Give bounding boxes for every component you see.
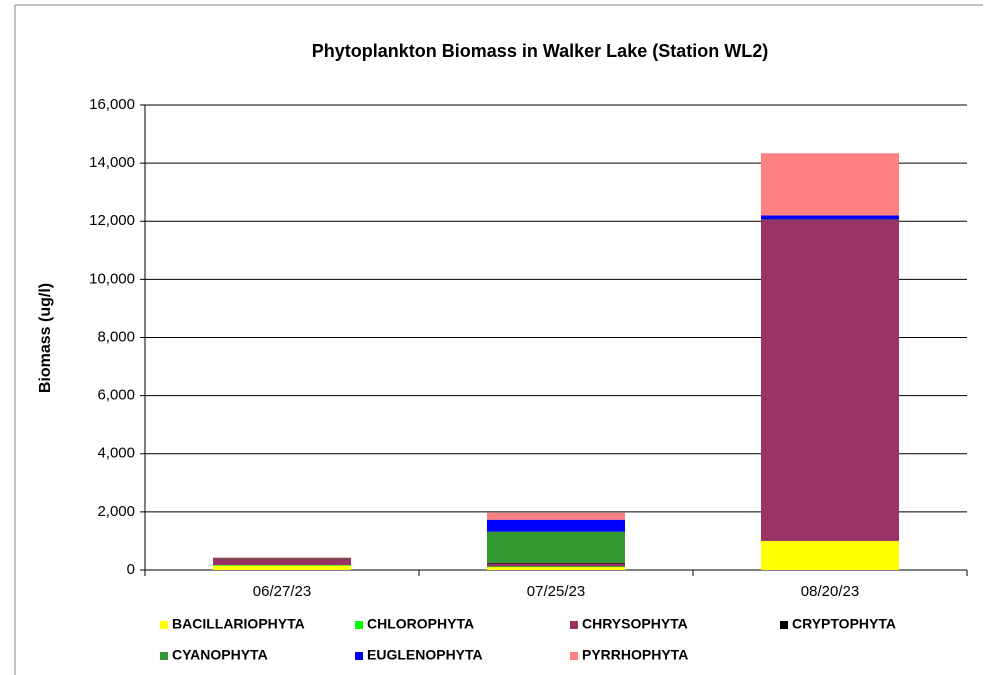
- x-tick-label: 08/20/23: [801, 583, 859, 600]
- bar-segment: [213, 557, 351, 559]
- y-tick-label: 10,000: [89, 270, 135, 287]
- legend-swatch: [355, 652, 363, 660]
- legend-label: CHLOROPHYTA: [367, 616, 474, 632]
- x-tick-label: 07/25/23: [527, 583, 585, 600]
- y-tick-label: 14,000: [89, 154, 135, 171]
- legend-swatch: [570, 621, 578, 629]
- legend-label: BACILLARIOPHYTA: [172, 616, 305, 632]
- bar-segment: [213, 565, 351, 566]
- bar-segment: [487, 531, 625, 563]
- legend-label: CRYPTOPHYTA: [792, 616, 896, 632]
- legend-label: CYANOPHYTA: [172, 647, 268, 663]
- legend-swatch: [355, 621, 363, 629]
- bar-segment: [761, 219, 899, 220]
- bar-segment: [487, 566, 625, 568]
- bar-segment: [487, 519, 625, 532]
- y-tick-label: 8,000: [97, 328, 135, 345]
- bar-segment: [761, 219, 899, 541]
- bar-segment: [761, 153, 899, 216]
- y-tick-label: 12,000: [89, 212, 135, 229]
- bar-segment: [213, 565, 351, 570]
- legend-label: PYRRHOPHYTA: [582, 647, 688, 663]
- x-tick-label: 06/27/23: [253, 583, 311, 600]
- bar-segment: [213, 559, 351, 566]
- y-tick-label: 4,000: [97, 445, 135, 462]
- y-axis-title: Biomass (ug/l): [37, 283, 54, 393]
- bar-segment: [213, 558, 351, 560]
- bar-segment: [487, 563, 625, 567]
- legend-swatch: [160, 621, 168, 629]
- y-tick-label: 0: [127, 561, 135, 578]
- legend-swatch: [570, 652, 578, 660]
- bar-segment: [487, 562, 625, 564]
- legend-swatch: [780, 621, 788, 629]
- y-tick-label: 2,000: [97, 503, 135, 520]
- bar-segment: [761, 540, 899, 570]
- y-tick-label: 6,000: [97, 387, 135, 404]
- bar-segment: [487, 567, 625, 570]
- chart-title: Phytoplankton Biomass in Walker Lake (St…: [312, 41, 768, 61]
- legend-label: CHRYSOPHYTA: [582, 616, 688, 632]
- bar-segment: [487, 512, 625, 520]
- bar-segment: [761, 215, 899, 220]
- legend-label: EUGLENOPHYTA: [367, 647, 483, 663]
- legend-swatch: [160, 652, 168, 660]
- y-tick-label: 16,000: [89, 96, 135, 113]
